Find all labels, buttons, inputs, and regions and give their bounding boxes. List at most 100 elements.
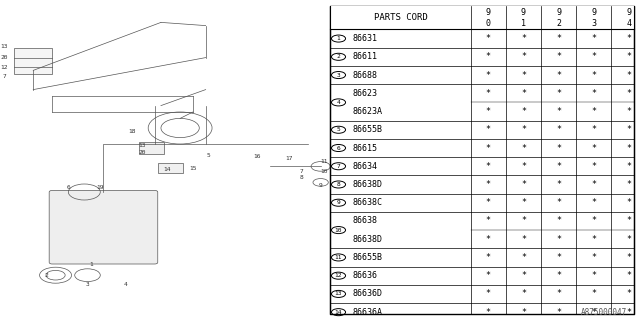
Text: *: * (591, 89, 596, 98)
Text: *: * (556, 34, 561, 43)
Text: *: * (556, 308, 561, 317)
Text: 1: 1 (89, 261, 93, 267)
FancyBboxPatch shape (330, 6, 634, 29)
Text: *: * (556, 180, 561, 189)
Text: 86636A: 86636A (353, 308, 383, 317)
Text: 5: 5 (337, 127, 340, 132)
Text: *: * (591, 289, 596, 299)
Text: 20: 20 (138, 149, 145, 155)
Text: *: * (486, 253, 491, 262)
Text: *: * (521, 289, 526, 299)
Text: 5: 5 (207, 153, 211, 158)
Text: 3: 3 (337, 73, 340, 77)
Text: *: * (521, 34, 526, 43)
Text: 2: 2 (44, 273, 48, 278)
Text: 12: 12 (335, 273, 342, 278)
Text: *: * (486, 34, 491, 43)
Text: *: * (591, 34, 596, 43)
Text: *: * (521, 70, 526, 80)
Text: 86636: 86636 (353, 271, 378, 280)
Text: *: * (627, 289, 631, 299)
Text: *: * (591, 235, 596, 244)
Text: *: * (627, 198, 631, 207)
Text: *: * (556, 271, 561, 280)
Text: 12: 12 (1, 65, 8, 70)
Text: *: * (521, 89, 526, 98)
Text: *: * (591, 216, 596, 226)
Text: *: * (627, 180, 631, 189)
Text: *: * (627, 308, 631, 317)
Text: 18: 18 (129, 129, 136, 134)
Text: *: * (556, 143, 561, 153)
Text: *: * (556, 216, 561, 226)
Text: 86655B: 86655B (353, 125, 383, 134)
Text: *: * (591, 180, 596, 189)
Text: 20: 20 (1, 55, 8, 60)
Text: 9
2: 9 2 (556, 8, 561, 28)
Text: 9: 9 (337, 200, 340, 205)
Text: *: * (521, 162, 526, 171)
Text: 4: 4 (124, 282, 128, 287)
Text: 13: 13 (138, 143, 145, 148)
Text: 86638C: 86638C (353, 198, 383, 207)
Text: *: * (486, 216, 491, 226)
Text: 11: 11 (335, 255, 342, 260)
Text: *: * (521, 198, 526, 207)
Text: 13: 13 (335, 292, 342, 296)
Text: *: * (521, 107, 526, 116)
Text: *: * (486, 125, 491, 134)
Text: 86615: 86615 (353, 143, 378, 153)
Text: *: * (627, 125, 631, 134)
Text: *: * (486, 289, 491, 299)
Text: *: * (486, 89, 491, 98)
Text: *: * (627, 216, 631, 226)
Text: A875000047: A875000047 (581, 308, 627, 317)
Text: *: * (591, 271, 596, 280)
Text: 86623A: 86623A (353, 107, 383, 116)
Text: 9
0: 9 0 (486, 8, 491, 28)
Text: *: * (486, 180, 491, 189)
Text: 2: 2 (337, 54, 340, 59)
Text: *: * (627, 253, 631, 262)
Text: 7: 7 (337, 164, 340, 169)
Text: PARTS CORD: PARTS CORD (374, 13, 428, 22)
Text: 14: 14 (335, 310, 342, 315)
Text: *: * (627, 70, 631, 80)
Text: *: * (591, 143, 596, 153)
Text: 7: 7 (300, 169, 303, 174)
Text: 10: 10 (320, 169, 328, 174)
Text: 86631: 86631 (353, 34, 378, 43)
Text: *: * (591, 107, 596, 116)
Text: 86638D: 86638D (353, 180, 383, 189)
Text: 13: 13 (1, 44, 8, 49)
Text: *: * (486, 107, 491, 116)
Text: 10: 10 (335, 228, 342, 233)
Text: *: * (486, 308, 491, 317)
Text: 86634: 86634 (353, 162, 378, 171)
Text: 86636D: 86636D (353, 289, 383, 299)
FancyBboxPatch shape (139, 142, 164, 154)
FancyBboxPatch shape (14, 48, 52, 74)
Text: *: * (627, 89, 631, 98)
Text: 19: 19 (97, 185, 104, 190)
FancyBboxPatch shape (157, 163, 183, 173)
Text: 15: 15 (189, 165, 196, 171)
Text: 11: 11 (320, 159, 328, 164)
Text: 6: 6 (337, 146, 340, 150)
Text: *: * (591, 70, 596, 80)
Text: *: * (556, 198, 561, 207)
Text: 1: 1 (337, 36, 340, 41)
Text: *: * (556, 89, 561, 98)
Text: *: * (556, 125, 561, 134)
Text: *: * (556, 107, 561, 116)
Text: *: * (486, 143, 491, 153)
Text: *: * (591, 308, 596, 317)
Text: *: * (556, 289, 561, 299)
Text: *: * (486, 162, 491, 171)
Text: *: * (627, 52, 631, 61)
Text: *: * (521, 125, 526, 134)
Text: *: * (521, 180, 526, 189)
Text: *: * (556, 253, 561, 262)
Text: 86638D: 86638D (353, 235, 383, 244)
Text: *: * (591, 198, 596, 207)
